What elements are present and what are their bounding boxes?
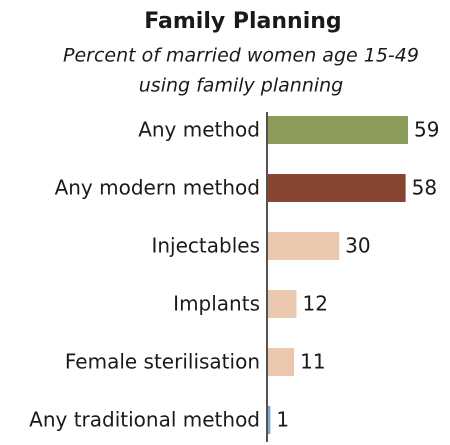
category-label: Implants bbox=[173, 292, 260, 316]
chart-subtitle: Percent of married women age 15-49 bbox=[63, 45, 419, 67]
bar bbox=[268, 232, 340, 260]
bar bbox=[268, 174, 406, 202]
value-label: 12 bbox=[302, 292, 327, 316]
category-label: Female sterilisation bbox=[65, 350, 260, 374]
value-label: 58 bbox=[412, 176, 437, 200]
bar bbox=[268, 116, 408, 144]
value-label: 1 bbox=[276, 408, 289, 432]
chart-title: Family Planning bbox=[144, 9, 341, 34]
category-label: Any method bbox=[138, 118, 260, 142]
value-label: 11 bbox=[300, 350, 325, 374]
category-label: Any modern method bbox=[55, 176, 260, 200]
chart-subtitle: using family planning bbox=[139, 75, 344, 97]
value-label: 30 bbox=[345, 234, 370, 258]
bar bbox=[268, 406, 271, 434]
bar bbox=[268, 348, 295, 376]
bar bbox=[268, 290, 297, 318]
category-label: Any traditional method bbox=[29, 408, 260, 432]
value-label: 59 bbox=[414, 118, 439, 142]
category-label: Injectables bbox=[151, 234, 260, 258]
